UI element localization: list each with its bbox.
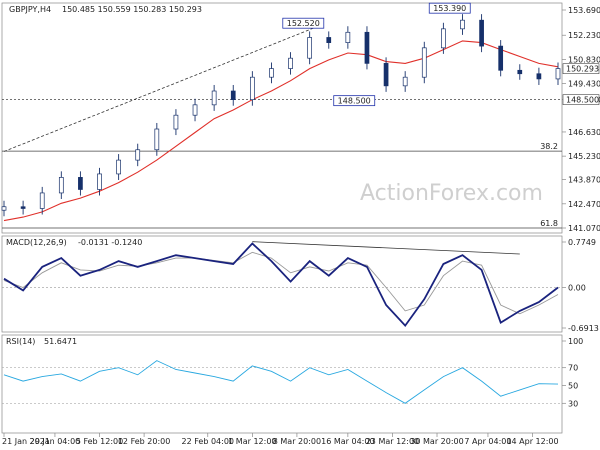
price-tick-label: 149.430 xyxy=(568,80,600,89)
price-tick-label: 141.070 xyxy=(568,224,600,233)
rsi-tick-label: 50 xyxy=(568,382,578,391)
candle-body xyxy=(364,31,370,64)
candle-body xyxy=(20,206,26,209)
candle-body xyxy=(1,206,7,211)
support-level-label: 148.500 xyxy=(566,96,599,105)
moving-average-line xyxy=(3,40,559,222)
candle-body xyxy=(460,19,465,30)
fib-level-label: 38.2 xyxy=(540,142,558,151)
candle-body xyxy=(97,173,102,190)
rsi-tick-label: 30 xyxy=(568,399,578,408)
rsi-line xyxy=(3,360,559,404)
x-tick-label: 21 Jan 2021 xyxy=(2,437,50,446)
macd-tick-label: 0.7749 xyxy=(568,238,596,247)
x-tick-label: 22 Feb 04:00 xyxy=(182,437,234,446)
price-tick-label: 153.690 xyxy=(568,6,600,15)
price-tick-label: 152.230 xyxy=(568,31,600,40)
current-price-label: 150.293 xyxy=(566,65,599,74)
candle-body xyxy=(383,63,389,87)
price-tick-label: 142.470 xyxy=(568,200,600,209)
current-price-box xyxy=(562,63,600,74)
price-annotation-box xyxy=(428,2,471,14)
x-tick-label: 30 Mar 20:00 xyxy=(410,437,463,446)
x-tick-label: 14 Apr 12:00 xyxy=(506,437,558,446)
price-panel xyxy=(1,2,563,234)
rsi-panel xyxy=(1,334,563,434)
macd-title: MACD(12,26,9) xyxy=(6,238,67,247)
price-annotation-label: 148.500 xyxy=(338,97,371,106)
candle-body xyxy=(249,76,255,101)
x-tick-label: 16 Mar 04:00 xyxy=(321,437,374,446)
candle-body xyxy=(39,192,45,209)
candle-body xyxy=(555,68,561,80)
x-tick-label: 8 Mar 20:00 xyxy=(273,437,321,446)
macd-tick-label: 0.00 xyxy=(568,283,586,292)
rsi-tick-label: 100 xyxy=(568,337,583,346)
ohlc-readout: 150.485 150.559 150.283 150.293 xyxy=(62,5,202,14)
macd-line xyxy=(3,242,559,328)
price-trendline xyxy=(3,26,317,152)
watermark: ActionForex.com xyxy=(360,181,543,206)
price-tick-label: 150.830 xyxy=(568,55,600,64)
candle-body xyxy=(479,19,484,47)
candle-body xyxy=(307,37,313,59)
x-tick-label: 5 Feb 12:00 xyxy=(76,437,123,446)
candle-body xyxy=(498,45,504,71)
price-title: GBPJPY,H4 xyxy=(9,5,51,14)
candle-body xyxy=(326,37,332,43)
candle-body xyxy=(154,128,160,151)
rsi-tick-label: 70 xyxy=(568,364,578,373)
x-tick-label: 1 Mar 12:00 xyxy=(228,437,276,446)
candle-body xyxy=(402,76,408,87)
candle-body xyxy=(78,177,83,190)
rsi-title: RSI(14) xyxy=(6,337,35,346)
rsi-readout: 51.6471 xyxy=(44,337,77,346)
price-annotation-box xyxy=(333,95,376,107)
candle-body xyxy=(269,68,274,78)
x-tick-label: 12 Feb 20:00 xyxy=(118,437,170,446)
candle-body xyxy=(135,149,141,161)
macd-tick-label: -0.6913 xyxy=(568,324,599,333)
price-tick-label: 143.870 xyxy=(568,176,600,185)
support-level-box xyxy=(562,94,600,105)
x-tick-label: 7 Apr 04:00 xyxy=(464,437,511,446)
price-tick-label: 145.230 xyxy=(568,152,600,161)
candle-body xyxy=(230,90,236,101)
candle-body xyxy=(116,159,121,175)
candle-body xyxy=(536,73,542,80)
candle-body xyxy=(58,177,64,194)
candle-body xyxy=(288,57,293,69)
fib-level-label: 61.8 xyxy=(540,219,558,228)
candle-body xyxy=(441,28,446,49)
candle-body xyxy=(211,90,217,106)
candle-body xyxy=(421,47,427,78)
x-tick-label: 23 Mar 12:00 xyxy=(366,437,419,446)
candle-body xyxy=(517,69,523,75)
price-annotation-label: 152.520 xyxy=(287,19,320,28)
candle-body xyxy=(192,104,198,116)
macd-panel xyxy=(1,235,563,333)
macd-trendline xyxy=(252,241,520,255)
x-tick-label: 29 Jan 04:00 xyxy=(30,437,81,446)
candle-body xyxy=(345,31,351,43)
macd-readout: -0.0131 -0.1240 xyxy=(78,238,142,247)
candle-body xyxy=(173,114,179,130)
price-annotation-label: 153.390 xyxy=(433,4,466,13)
price-tick-label: 146.630 xyxy=(568,128,600,137)
price-annotation-box xyxy=(282,17,325,29)
